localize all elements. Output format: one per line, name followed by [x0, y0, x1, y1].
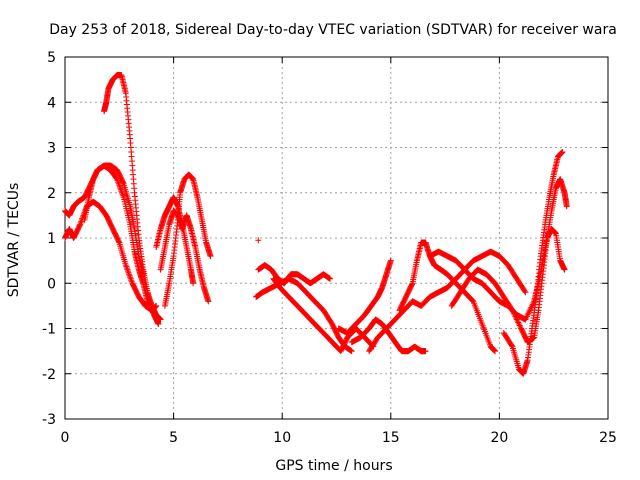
y-tick-label: -3 [42, 412, 56, 428]
series-s12 [335, 257, 394, 337]
x-tick-label: 10 [273, 430, 291, 446]
series-s3 [62, 198, 160, 314]
y-tick-label: -2 [42, 367, 56, 383]
data-point [559, 149, 566, 156]
y-tick-label: 1 [47, 231, 56, 247]
series-s15 [396, 239, 499, 355]
data-point [115, 238, 122, 245]
y-tick-label: 0 [47, 276, 56, 292]
series-s4 [62, 162, 147, 278]
data-point [190, 280, 197, 287]
series-s13 [348, 316, 429, 355]
y-tick-label: 2 [47, 186, 56, 202]
series-s7 [161, 171, 214, 309]
data-point [387, 257, 394, 264]
y-tick-label: 3 [47, 141, 56, 157]
data-point [140, 271, 147, 278]
data-point [422, 348, 429, 355]
x-tick-label: 20 [490, 430, 508, 446]
data-point [207, 253, 214, 260]
data-point [508, 342, 515, 349]
data-point [469, 297, 476, 304]
data-marks [62, 72, 570, 377]
y-tick-label: -1 [42, 322, 56, 338]
data-point [155, 320, 162, 327]
chart-title: Day 253 of 2018, Sidereal Day-to-day VTE… [49, 22, 617, 38]
data-point [563, 203, 570, 210]
y-axis-label: SDTVAR / TECUs [6, 183, 22, 298]
data-point [153, 302, 160, 309]
series-s8 [255, 237, 262, 244]
data-point [492, 348, 499, 355]
x-tick-label: 5 [169, 430, 178, 446]
data-point [521, 288, 528, 295]
x-tick-label: 0 [61, 430, 70, 446]
y-tick-label: 4 [47, 95, 56, 111]
series-s6 [157, 207, 212, 305]
y-tick-label: 5 [47, 50, 56, 66]
x-axis-label: GPS time / hours [275, 458, 392, 474]
data-point [348, 348, 355, 355]
data-point [76, 222, 83, 229]
data-point [205, 298, 212, 305]
x-tick-label: 15 [382, 430, 400, 446]
series-s18 [500, 149, 566, 377]
data-point [255, 237, 262, 244]
x-tick-label: 25 [599, 430, 617, 446]
series-s17 [448, 176, 570, 346]
data-point [408, 281, 415, 288]
series-s5 [153, 194, 197, 287]
data-point [326, 275, 333, 282]
data-point [120, 179, 127, 186]
data-point [522, 289, 529, 296]
ticks: 0 5 10 15 20 25 -3 -2 -1 0 1 2 3 4 5 [42, 50, 617, 446]
data-point [508, 306, 515, 313]
data-point [561, 266, 568, 273]
